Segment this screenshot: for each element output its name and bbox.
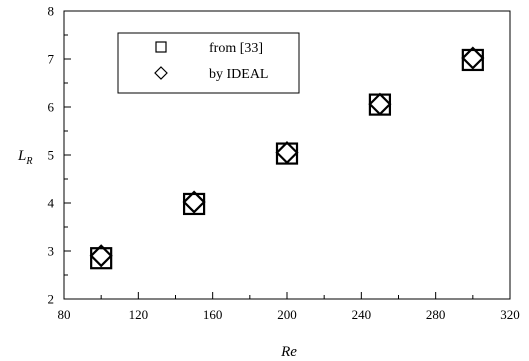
data-markers [89,46,485,270]
legend-diamond-marker [154,66,168,80]
diamond-marker [275,141,299,165]
y-tick-label: 4 [48,196,55,211]
square-marker [275,142,299,165]
y-tick-label: 3 [48,244,55,259]
diamond-marker [89,244,113,268]
x-axis-title: Re [280,344,297,360]
y-tick-label: 7 [48,52,55,67]
legend-box [117,32,300,94]
square-marker [368,93,392,116]
legend-label-by-ideal: by IDEAL [209,67,269,82]
square-marker [461,48,484,72]
x-tick-label: 80 [58,307,71,322]
y-tick-label: 2 [48,292,55,307]
y-tick-label: 8 [48,4,55,19]
y-tick-label: 5 [48,148,55,163]
legend: from [33] by IDEAL [117,32,300,94]
legend-label-from-33: from [33] [209,41,263,56]
x-tick-label: 120 [129,307,149,322]
y-axis-title: LR [17,148,32,167]
x-axis: 80 120 160 200 240 280 320 [58,292,520,322]
y-tick-label: 6 [48,100,55,115]
y-axis: 2 3 4 5 6 7 8 [48,4,71,307]
x-tick-label: 200 [277,307,297,322]
legend-square-marker [155,41,167,53]
x-tick-label: 280 [426,307,446,322]
x-tick-label: 160 [203,307,223,322]
square-marker [182,192,206,216]
x-tick-label: 320 [500,307,520,322]
diamond-marker [461,46,485,70]
diamond-marker [368,92,392,116]
square-marker [90,247,113,270]
diamond-marker [182,190,206,214]
x-tick-label: 240 [352,307,372,322]
